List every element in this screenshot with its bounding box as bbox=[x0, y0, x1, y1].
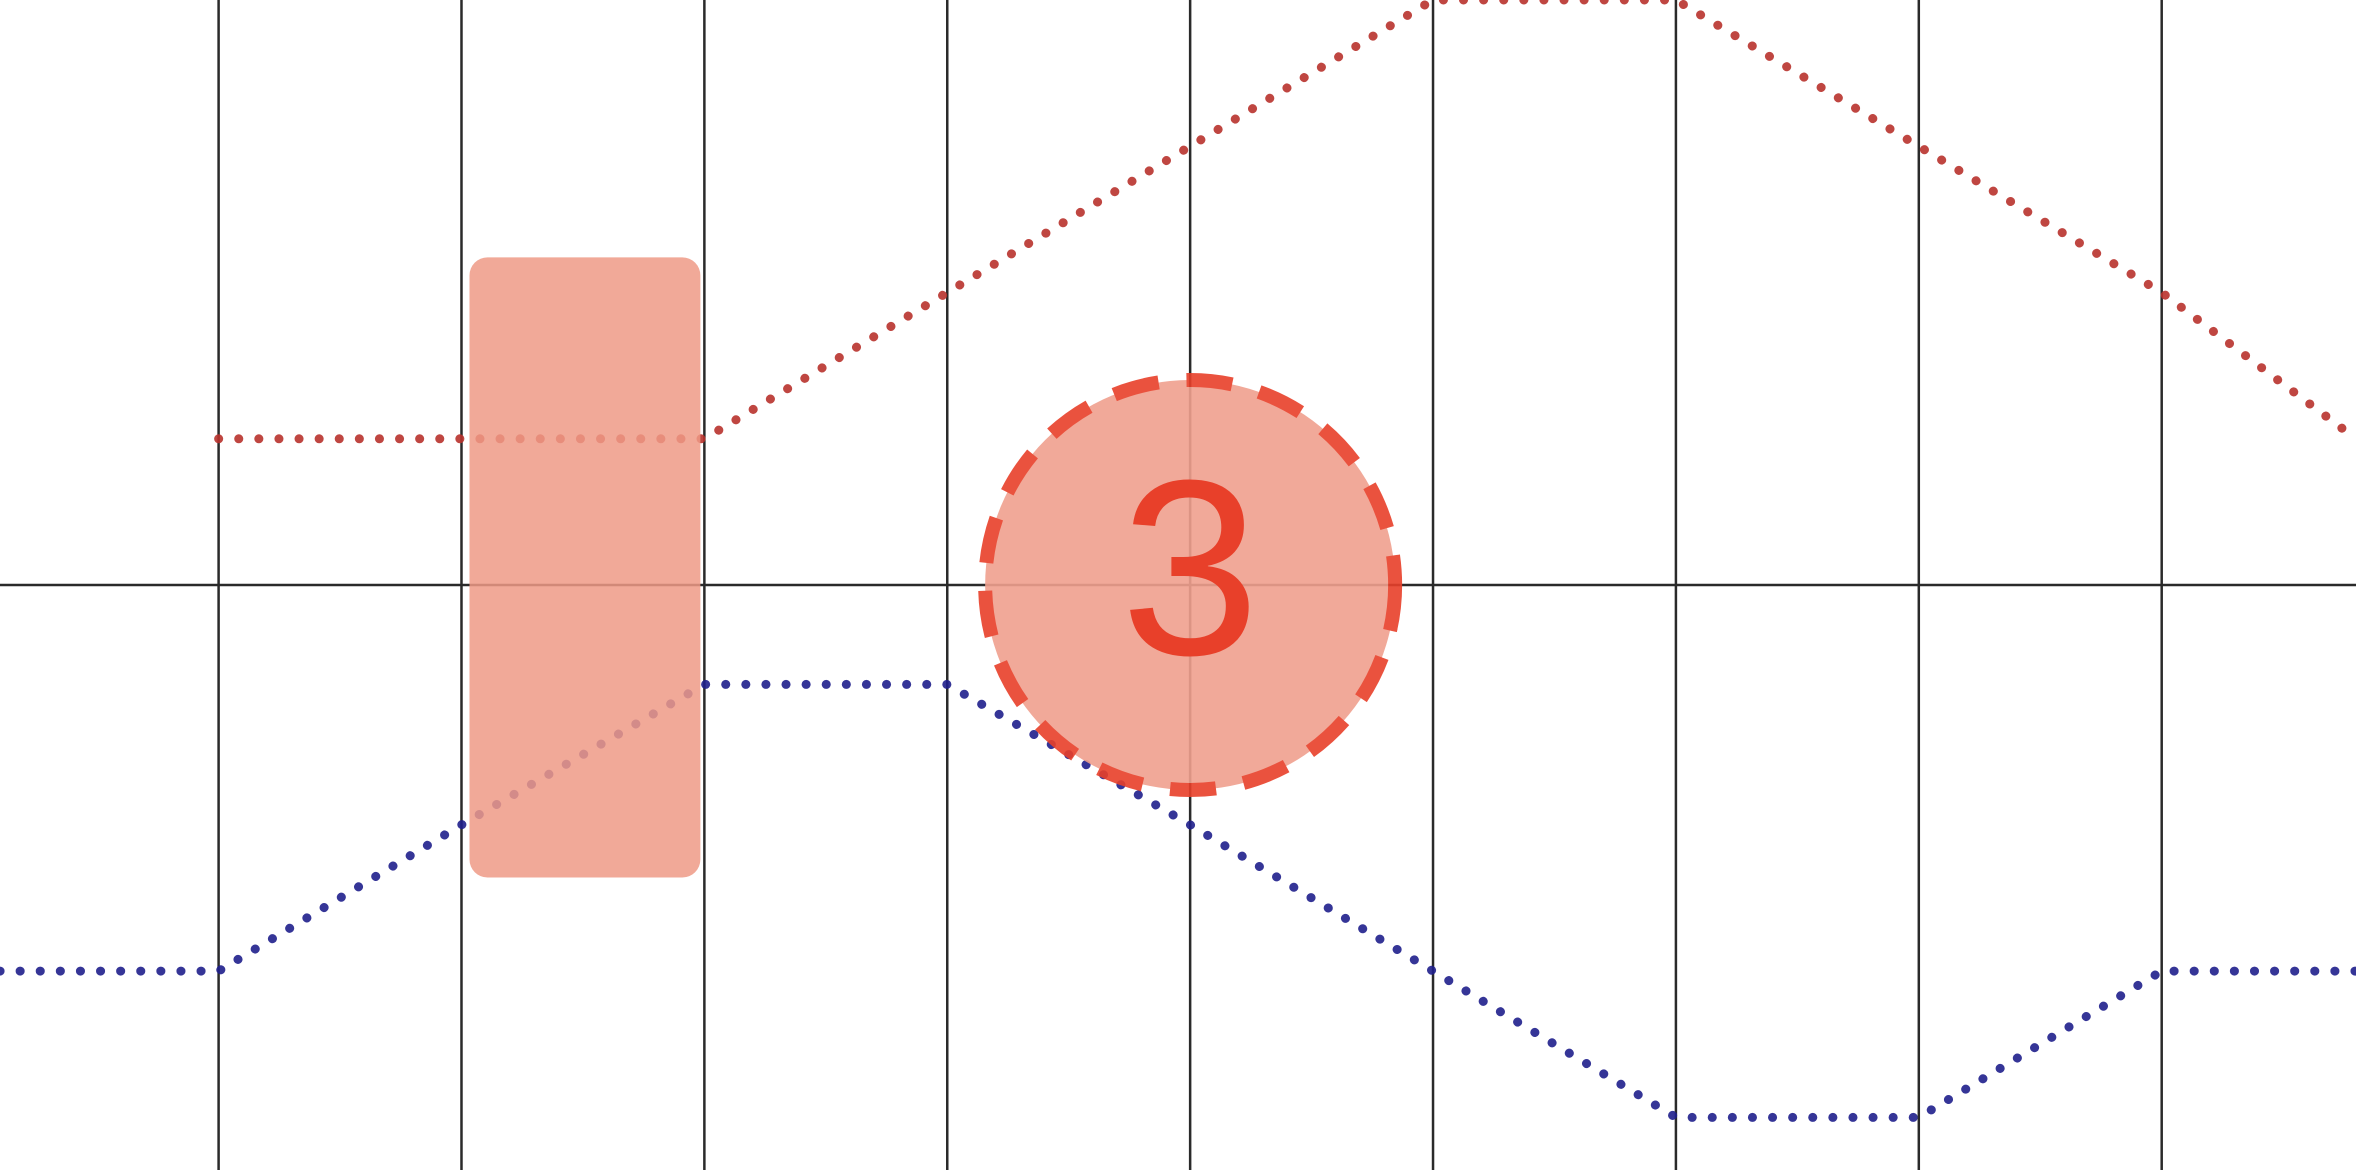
marker-circle[interactable] bbox=[978, 373, 1403, 797]
chart-annotations: 3 bbox=[469, 257, 1403, 878]
series-line-blue bbox=[0, 679, 2356, 1122]
marker-label: 3 bbox=[1121, 428, 1260, 707]
highlight-band[interactable] bbox=[469, 257, 701, 878]
